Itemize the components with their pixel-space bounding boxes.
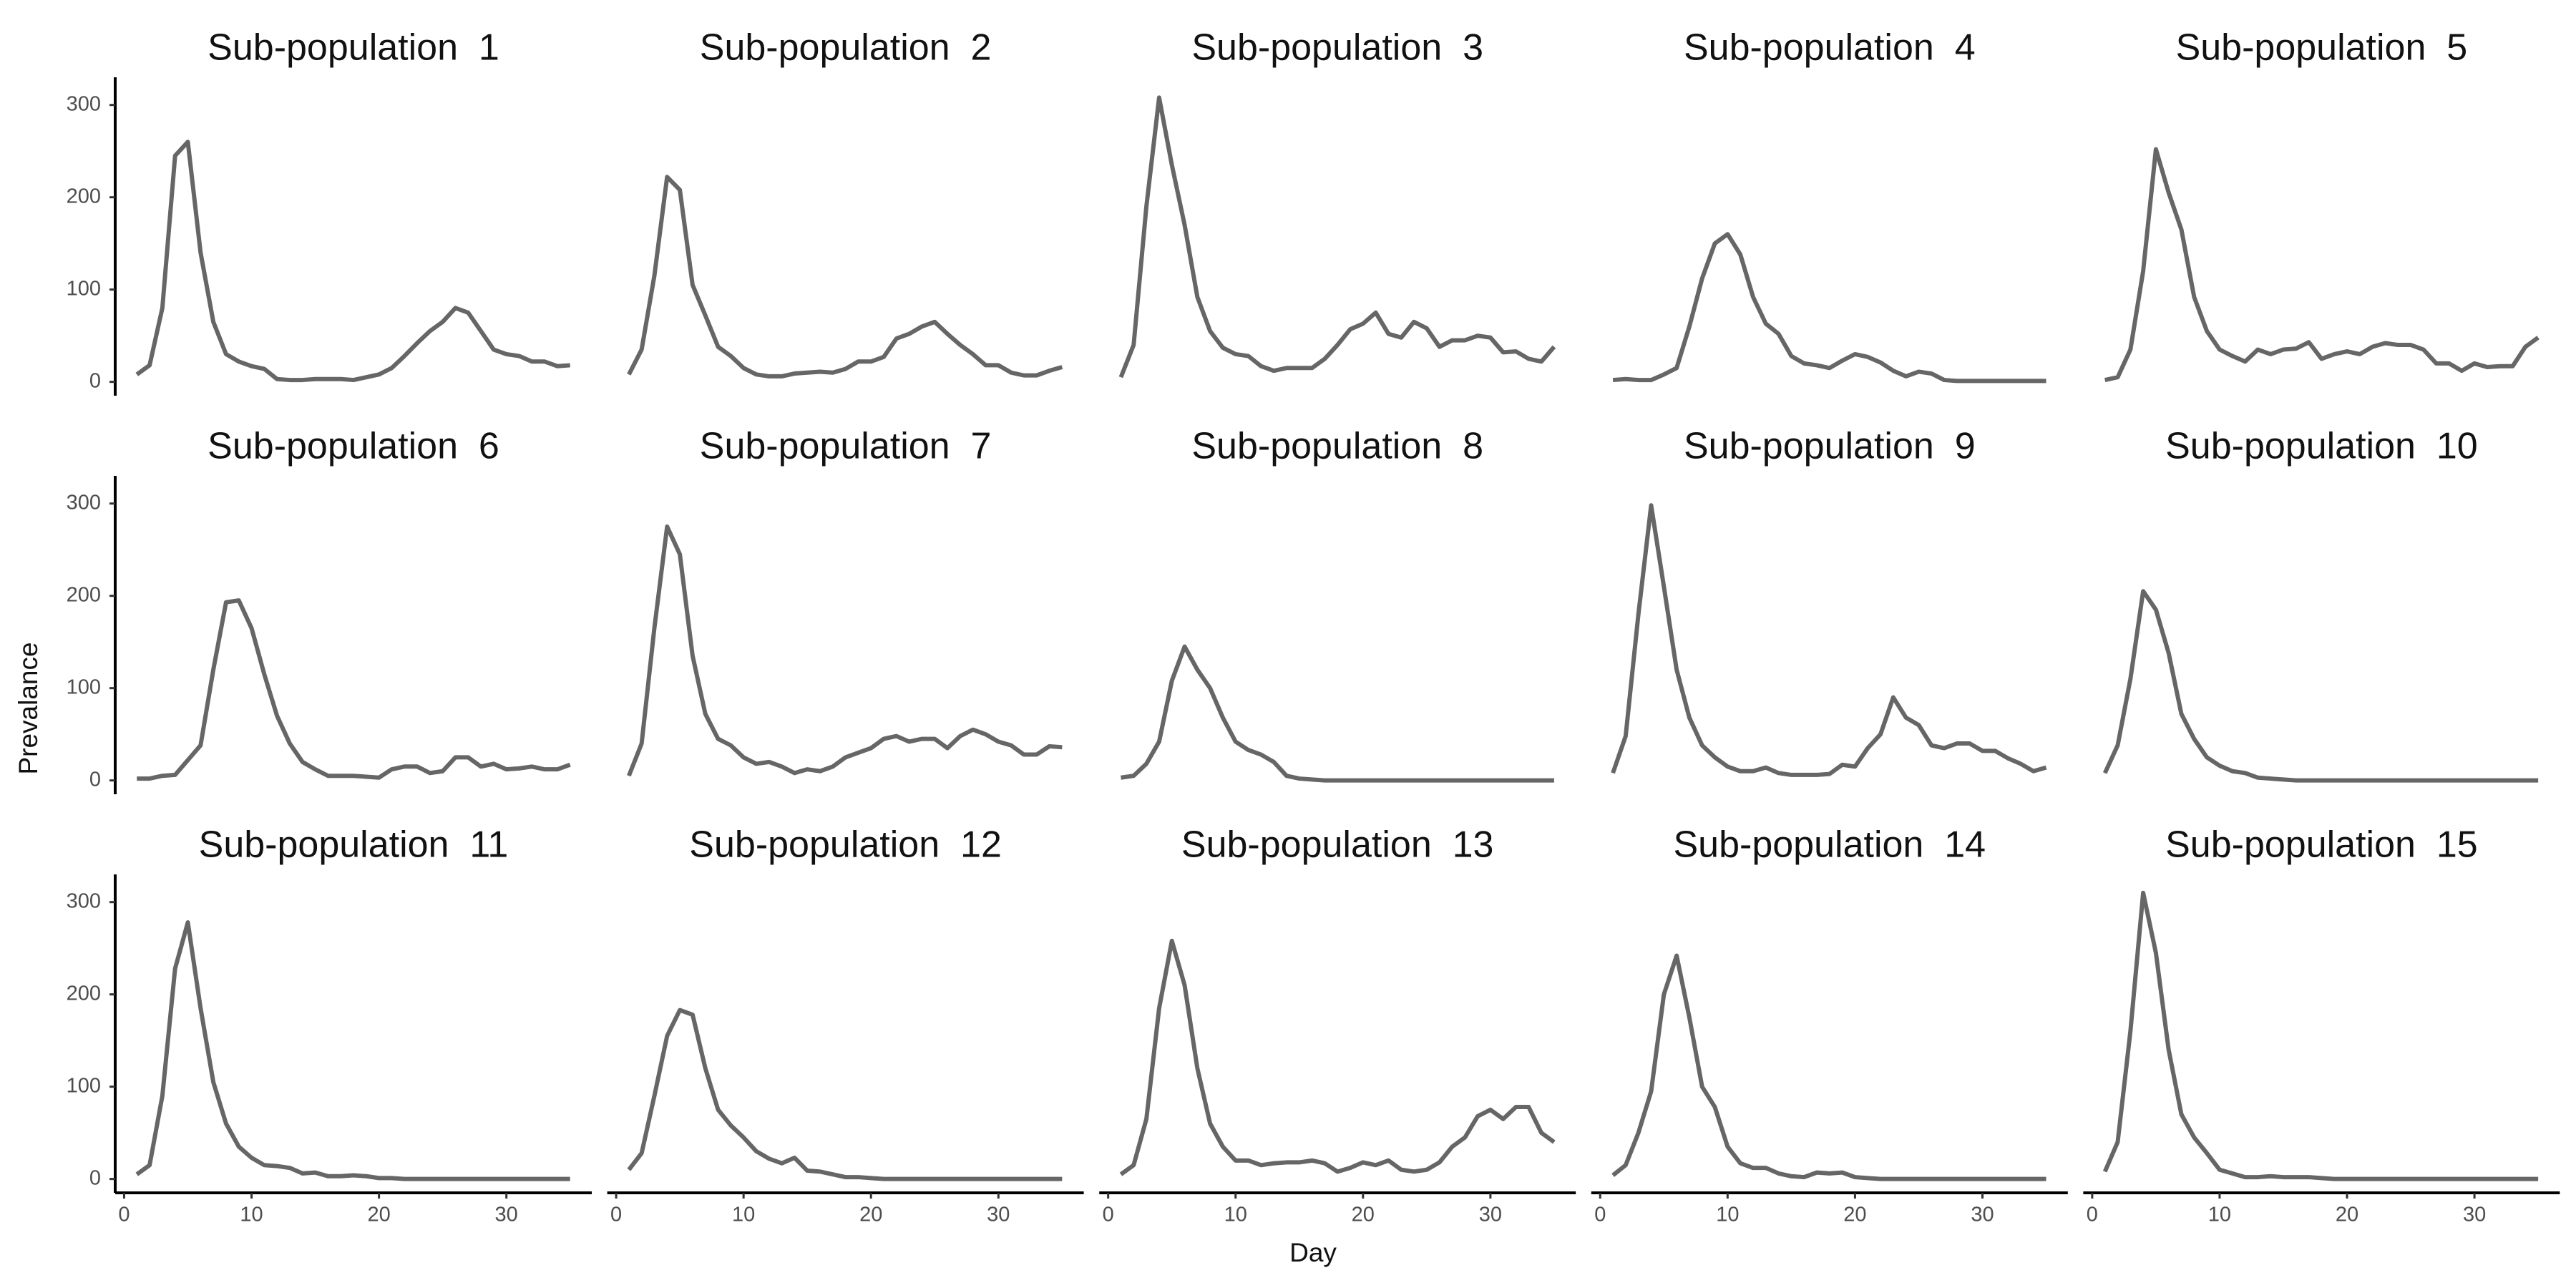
series-line — [1611, 503, 2047, 777]
x-tick-label: 0 — [1103, 1204, 1114, 1226]
y-tick-label: 0 — [89, 369, 101, 392]
series-line — [627, 175, 1063, 379]
x-tick-label: 0 — [1594, 1204, 1606, 1226]
series-line — [135, 140, 570, 383]
panel-title: Sub-population 9 — [1684, 426, 1976, 467]
y-axis-label: Prevalance — [14, 642, 43, 774]
series-line — [2104, 147, 2540, 383]
series-line — [1612, 232, 2046, 384]
x-tick-label: 0 — [118, 1204, 130, 1226]
series-line — [137, 598, 571, 781]
panel-title: Sub-population 4 — [1684, 27, 1976, 69]
panel-title: Sub-population 5 — [2176, 27, 2468, 69]
x-tick-label: 10 — [1224, 1204, 1247, 1226]
x-tick-label: 30 — [1479, 1204, 1502, 1226]
panel-title: Sub-population 13 — [1181, 824, 1494, 866]
series-line — [1121, 644, 1554, 783]
y-tick-label: 0 — [89, 1166, 101, 1189]
series-line — [2102, 589, 2539, 783]
panel-title: Sub-population 2 — [700, 27, 992, 69]
series-line — [627, 1008, 1063, 1181]
panel-title: Sub-population 7 — [700, 426, 992, 467]
panel-title: Sub-population 14 — [1674, 824, 1986, 866]
x-tick-label: 0 — [2087, 1204, 2098, 1226]
x-tick-label: 20 — [859, 1204, 882, 1226]
x-tick-label: 30 — [2463, 1204, 2486, 1226]
x-tick-label: 10 — [2208, 1204, 2231, 1226]
series-line — [135, 920, 570, 1181]
x-tick-label: 20 — [367, 1204, 390, 1226]
panel-title: Sub-population 8 — [1191, 426, 1483, 467]
x-tick-label: 30 — [1971, 1204, 1994, 1226]
series-line — [627, 524, 1063, 777]
x-axis-label: Day — [1289, 1238, 1337, 1267]
series-line — [1611, 953, 2046, 1181]
panel-title: Sub-population 1 — [208, 27, 499, 69]
panel-title: Sub-population 11 — [199, 824, 509, 866]
y-tick-label: 300 — [67, 491, 101, 514]
x-tick-label: 30 — [495, 1204, 518, 1226]
y-tick-label: 300 — [67, 92, 101, 115]
y-tick-label: 200 — [67, 583, 101, 606]
x-tick-label: 20 — [1352, 1204, 1375, 1226]
x-tick-label: 20 — [1843, 1204, 1866, 1226]
y-tick-label: 300 — [67, 889, 101, 912]
x-tick-label: 10 — [240, 1204, 263, 1226]
series-line — [2102, 890, 2539, 1181]
x-tick-label: 30 — [987, 1204, 1010, 1226]
panel-title: Sub-population 3 — [1191, 27, 1483, 69]
y-tick-label: 100 — [67, 1074, 101, 1097]
x-tick-label: 10 — [732, 1204, 755, 1226]
x-tick-label: 20 — [2336, 1204, 2358, 1226]
panel-title: Sub-population 15 — [2165, 824, 2478, 866]
x-tick-label: 0 — [610, 1204, 622, 1226]
x-tick-label: 10 — [1716, 1204, 1739, 1226]
panel-title: Sub-population 12 — [689, 824, 1002, 866]
series-line — [1118, 95, 1556, 379]
panel-title: Sub-population 6 — [208, 426, 499, 467]
y-tick-label: 0 — [89, 768, 101, 791]
y-tick-label: 200 — [67, 982, 101, 1005]
panel-title: Sub-population 10 — [2165, 426, 2478, 467]
series-line — [1119, 938, 1556, 1176]
y-tick-label: 100 — [67, 675, 101, 698]
y-tick-label: 200 — [67, 185, 101, 208]
y-tick-label: 100 — [67, 277, 101, 300]
